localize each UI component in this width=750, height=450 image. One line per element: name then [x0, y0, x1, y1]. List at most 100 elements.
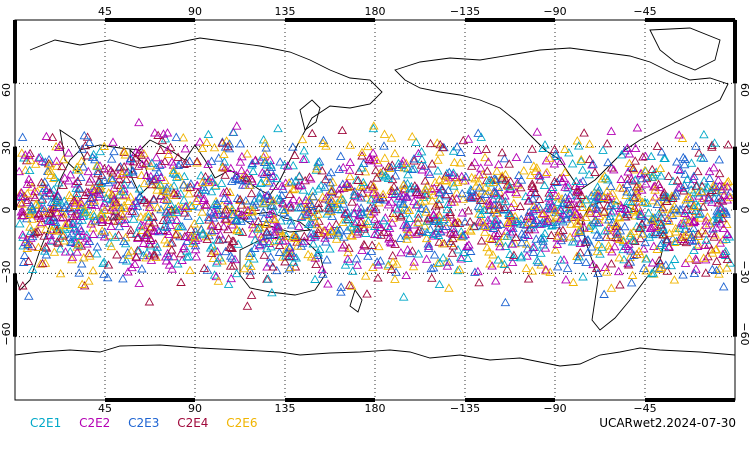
occultation-marker [318, 138, 328, 147]
occultation-marker [306, 228, 317, 237]
lat-label-left: 60 [0, 83, 13, 97]
lon-label-bottom: 45 [98, 402, 112, 415]
occultation-marker [262, 262, 272, 271]
occultation-marker [133, 161, 144, 170]
occultation-marker [488, 223, 499, 232]
occultation-marker [649, 241, 659, 250]
occultation-marker [346, 230, 356, 240]
occultation-marker [461, 172, 471, 181]
occultation-marker [538, 240, 548, 249]
occultation-marker [223, 141, 233, 151]
occultation-marker [597, 174, 608, 183]
occultation-marker [73, 240, 84, 249]
occultation-marker [715, 238, 726, 247]
occultation-marker [155, 145, 166, 154]
occultation-marker [422, 216, 433, 225]
occultation-marker [79, 130, 90, 140]
occultation-marker [206, 156, 217, 165]
occultation-marker [165, 220, 176, 229]
occultation-marker [171, 132, 182, 141]
occultation-marker [518, 232, 529, 241]
occultation-marker [369, 121, 379, 130]
occultation-marker [496, 205, 507, 214]
occultation-marker [291, 230, 301, 240]
occultation-marker [352, 260, 363, 269]
occultation-marker [473, 266, 483, 276]
occultation-marker [152, 185, 162, 194]
occultation-marker [528, 247, 539, 257]
occultation-marker [369, 206, 379, 216]
occultation-marker [447, 193, 458, 203]
occultation-marker [423, 239, 434, 248]
occultation-marker [594, 232, 605, 241]
occultation-marker [273, 123, 283, 133]
occultation-marker [217, 162, 228, 172]
occultation-marker [475, 217, 486, 227]
occultation-marker [288, 231, 299, 240]
occultation-marker [528, 242, 538, 251]
occultation-marker [45, 166, 56, 176]
japan-coast [299, 99, 321, 131]
occultation-marker [541, 203, 552, 213]
occultation-marker [149, 195, 159, 204]
occultation-marker [306, 252, 317, 261]
occultation-marker [469, 157, 480, 167]
occultation-marker [641, 265, 651, 275]
occultation-marker [652, 244, 662, 253]
occultation-marker [425, 138, 436, 148]
occultation-marker [88, 149, 99, 159]
occultation-marker [179, 171, 190, 181]
occultation-marker [357, 245, 367, 254]
occultation-marker [134, 117, 144, 127]
occultation-marker [483, 157, 494, 166]
occultation-marker [528, 194, 538, 203]
occultation-marker [161, 256, 172, 265]
occultation-marker [645, 223, 656, 233]
occultation-marker [386, 264, 397, 273]
occultation-marker [141, 252, 151, 262]
occultation-marker [384, 234, 394, 243]
occultation-marker [161, 207, 171, 216]
occultation-marker [232, 225, 242, 235]
occultation-marker [132, 201, 143, 210]
occultation-marker [719, 190, 729, 199]
occultation-marker [249, 243, 260, 252]
occultation-marker [241, 176, 251, 185]
occultation-marker [605, 201, 616, 210]
lon-label-bottom: −90 [543, 402, 566, 415]
occultation-marker [54, 142, 64, 152]
occultation-marker [264, 178, 274, 187]
occultation-marker [500, 196, 511, 206]
south-america-coast [581, 199, 666, 331]
occultation-marker [344, 280, 355, 289]
occultation-marker [63, 148, 74, 157]
occultation-marker [227, 220, 238, 229]
occultation-marker [552, 261, 563, 271]
lon-label-top: −45 [633, 5, 656, 18]
occultation-marker [210, 181, 221, 190]
occultation-marker [402, 220, 412, 230]
occultation-marker [44, 154, 54, 164]
occultation-marker [636, 209, 647, 218]
occultation-marker [345, 140, 355, 149]
occultation-marker [641, 179, 651, 188]
occultation-marker [558, 225, 568, 234]
occultation-marker [395, 233, 406, 242]
occultation-marker [458, 230, 469, 240]
occultation-marker [584, 169, 594, 179]
occultation-marker [493, 182, 504, 192]
occultation-marker [630, 143, 641, 153]
occultation-marker [191, 196, 202, 205]
occultation-marker [610, 241, 620, 251]
occultation-marker [649, 221, 659, 231]
occultation-marker [285, 199, 296, 208]
occultation-marker [577, 202, 588, 211]
occultation-marker [81, 207, 91, 216]
occultation-marker [254, 240, 265, 250]
occultation-marker [51, 156, 62, 165]
occultation-marker [223, 279, 234, 288]
occultation-marker [121, 168, 132, 177]
occultation-marker [17, 132, 28, 141]
occultation-marker [689, 171, 699, 180]
occultation-marker [290, 150, 300, 159]
